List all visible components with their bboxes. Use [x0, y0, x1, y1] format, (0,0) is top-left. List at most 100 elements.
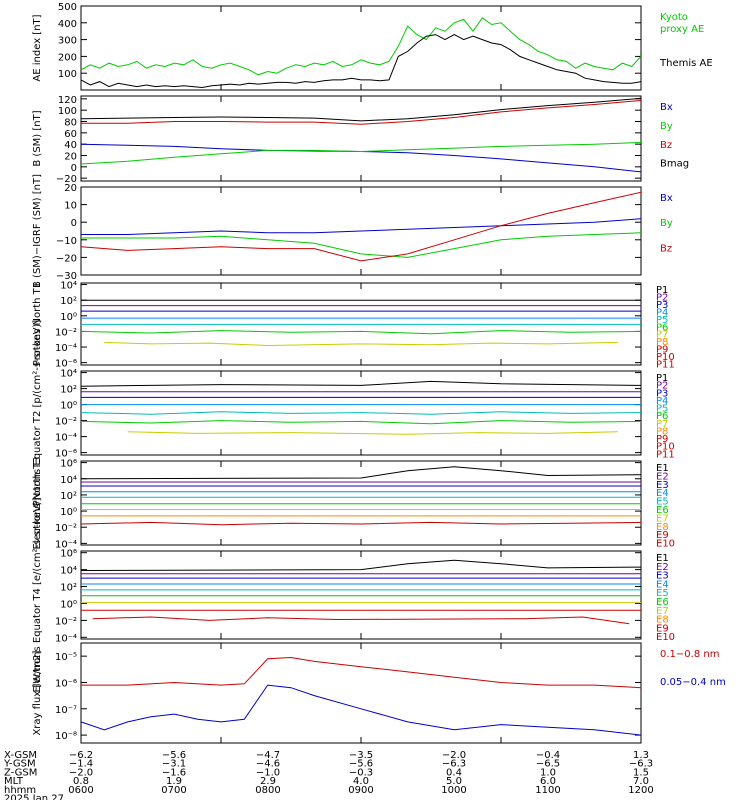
- channel-label: P1: [656, 373, 668, 384]
- y-tick-label: 40: [64, 140, 77, 151]
- y-axis-label: Electrons North T3: [32, 456, 43, 549]
- x-row-label: X-GSM: [4, 750, 37, 761]
- x-axis-table: X-GSM −6.2 −5.6 −4.7 −3.5 −2.0 −0.4 1.3 Y-GSM −1.…: [3, 750, 654, 800]
- panel-frame: [80, 460, 642, 546]
- series-line-1: [81, 218, 642, 235]
- x-row-value: 1.9: [166, 776, 182, 787]
- x-row-value: −4.7: [256, 750, 280, 761]
- x-row-value: 1100: [535, 785, 560, 796]
- channel-label: P3: [656, 300, 668, 311]
- panel-7: 10⁶ 10⁴ 10² 10⁰ 10⁻² 10⁻⁴ Electrons Equator T4…: [32, 497, 675, 692]
- series-line-1: [80, 466, 642, 480]
- channel-label: E9: [656, 530, 669, 541]
- series-line-5: [80, 411, 642, 415]
- channel-label: P5: [656, 315, 668, 326]
- y-tick-label: 300: [58, 36, 77, 47]
- series-line-3: [80, 191, 642, 262]
- channel-label: P8: [656, 426, 668, 437]
- x-row-value: −0.4: [536, 750, 560, 761]
- channel-label: P7: [656, 419, 668, 430]
- series-line-2: [80, 34, 642, 89]
- y-tick-label: 10⁻⁵: [55, 652, 77, 663]
- x-row-value: 0.4: [446, 767, 462, 778]
- channel-label: P10: [656, 352, 675, 363]
- x-row-value: 0800: [255, 785, 280, 796]
- channel-label: E2: [656, 471, 669, 482]
- x-row-label: hhmm: [4, 785, 36, 796]
- series-line-1: [80, 17, 642, 76]
- y-tick-label: 10⁰: [60, 599, 77, 610]
- series-line-7: [104, 341, 618, 347]
- x-row-value: 4.0: [353, 776, 369, 787]
- y-tick-label: −10: [56, 236, 77, 247]
- x-row-value: −5.6: [162, 750, 186, 761]
- y-tick-label: 500: [58, 2, 77, 13]
- x-row-value: 1.3: [633, 750, 649, 761]
- channel-label: P7: [656, 330, 668, 341]
- y-tick-label: 10²: [60, 491, 77, 502]
- y-tick-label: 100: [58, 106, 77, 117]
- y-tick-label: −30: [56, 271, 77, 282]
- panel-6: 10⁶ 10⁴ 10² 10⁰ 10⁻² 10⁻⁴ Electrons North T3 E1…: [32, 456, 675, 550]
- y-tick-label: 10⁶: [60, 459, 77, 470]
- channel-label: E9: [656, 623, 669, 634]
- channel-label: E10: [656, 632, 675, 643]
- channel-label: E5: [656, 497, 669, 508]
- y-tick-label: −20: [56, 253, 77, 264]
- series-line-2: [81, 232, 642, 258]
- x-row-value: −5.6: [349, 759, 373, 770]
- x-row-value: 0900: [348, 785, 373, 796]
- y-tick-label: 0: [71, 218, 77, 229]
- y-tick-label: 10⁰: [60, 401, 77, 412]
- channel-label: E7: [656, 513, 669, 524]
- legend-entry: Bx: [660, 193, 673, 204]
- series-line-6: [80, 330, 642, 335]
- y-tick-label: 10⁴: [60, 369, 77, 380]
- x-row-value: −6.2: [69, 750, 93, 761]
- y-tick-label: 10⁻²: [55, 327, 77, 338]
- channel-label: P9: [656, 345, 668, 356]
- channel-label: P4: [656, 396, 668, 407]
- channel-label: E3: [656, 480, 669, 491]
- channel-label: P8: [656, 337, 668, 348]
- legend-entry: Themis AE: [659, 58, 713, 69]
- panel-5: 10⁴ 10² 10⁰ 10⁻² 10⁻⁴ 10⁻⁶ Protons Equator T2 …: [32, 320, 675, 507]
- legend-entry: Bz: [660, 140, 672, 151]
- x-row-value: −3.5: [349, 750, 373, 761]
- x-row-value: 0.8: [73, 776, 89, 787]
- y-tick-label: 10²: [60, 385, 77, 396]
- x-row-value: −0.3: [349, 767, 373, 778]
- x-row-value: −6.3: [629, 759, 653, 770]
- series-line-1: [81, 656, 642, 689]
- x-row-value: −4.6: [256, 759, 280, 770]
- channel-label: E1: [656, 553, 669, 564]
- series-line-9: [80, 521, 642, 526]
- x-row-value: −6.3: [442, 759, 466, 770]
- x-row-value: 1.5: [633, 767, 649, 778]
- x-row-value: −3.1: [162, 759, 186, 770]
- x-row-value: 2.9: [260, 776, 276, 787]
- y-tick-label: 10⁻⁴: [55, 343, 77, 354]
- legend-entry: By: [660, 121, 673, 132]
- channel-label: P3: [656, 388, 668, 399]
- y-tick-label: 10⁻⁷: [55, 705, 77, 716]
- y-tick-label: 10⁻⁴: [55, 433, 77, 444]
- channel-label: P6: [656, 322, 668, 333]
- channel-label: E5: [656, 588, 669, 599]
- y-tick-label: 10⁴: [60, 475, 77, 486]
- channel-label: E6: [656, 597, 669, 608]
- x-row-value: −6.5: [536, 759, 560, 770]
- series-line-2: [80, 684, 642, 736]
- y-tick-label: 10⁶: [60, 549, 77, 560]
- panel-8: 10⁻⁵ 10⁻⁶ 10⁻⁷ 10⁻⁸ Xray flux [W/m2] 0.1−0.8 …: [32, 642, 726, 744]
- y-tick-label: 400: [58, 19, 77, 30]
- y-axis-label: Protons North T1: [32, 282, 43, 366]
- series-line-1: [80, 559, 642, 571]
- channel-label: E8: [656, 615, 669, 626]
- channel-label: P10: [656, 442, 675, 453]
- x-row-label: Z-GSM: [4, 767, 37, 778]
- y-tick-label: 0: [71, 163, 77, 174]
- channel-label: E8: [656, 522, 669, 533]
- x-row-value: 1200: [628, 785, 653, 796]
